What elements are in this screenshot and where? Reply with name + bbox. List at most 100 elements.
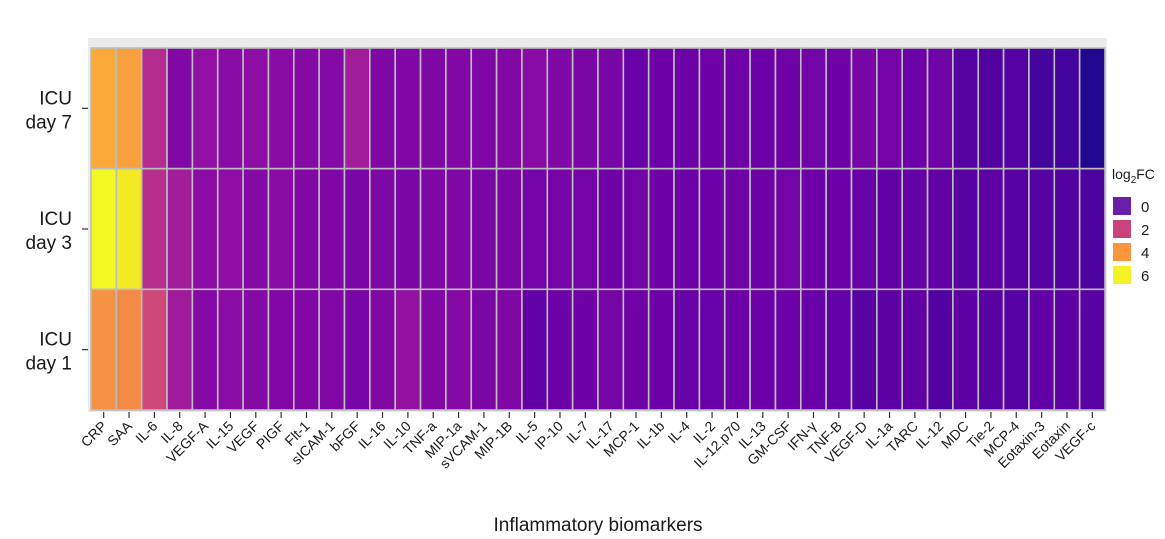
heatmap-cell (166, 167, 194, 291)
heatmap-cell (90, 47, 118, 170)
heatmap-cell (470, 288, 498, 411)
y-tick-label: ICU (39, 209, 72, 230)
heatmap-cell (267, 288, 295, 411)
heatmap-cell (749, 167, 777, 291)
heatmap-cell (216, 167, 244, 291)
legend: log2FC 0 2 4 6 (1112, 166, 1155, 285)
y-tick-label: day 3 (26, 233, 72, 254)
x-tick-label: IL-12 (912, 418, 946, 452)
heatmap-cell (495, 288, 523, 411)
heatmap-cell (292, 167, 320, 291)
y-tick-label: ICU (39, 88, 72, 109)
x-tick-label: IL-16 (355, 418, 389, 452)
heatmap-cell (115, 47, 143, 170)
heatmap-cell (647, 47, 675, 170)
heatmap-cell (1053, 167, 1081, 291)
heatmap-cell (723, 47, 751, 170)
heatmap-cell (926, 47, 954, 170)
y-tick-label: day 1 (26, 354, 72, 375)
heatmap-cell (647, 167, 675, 291)
heatmap-cell (419, 288, 447, 411)
heatmap-cell (369, 47, 397, 170)
x-tick-label: IL-6 (132, 418, 161, 447)
heatmap-cell (343, 47, 371, 170)
heatmap-cell (1002, 288, 1030, 411)
legend-swatch (1113, 266, 1131, 284)
heatmap-cell (470, 47, 498, 170)
heatmap-cell (546, 288, 574, 411)
heatmap-cell (977, 167, 1005, 291)
heatmap-cell (876, 288, 903, 411)
heatmap-cell (140, 288, 168, 411)
heatmap-cell (292, 288, 320, 411)
heatmap-cell (546, 47, 574, 170)
legend-label: 6 (1141, 268, 1149, 285)
heatmap-cell (90, 288, 118, 411)
heatmap-cell (445, 47, 473, 170)
heatmap-cell (673, 47, 701, 170)
heatmap-cell (952, 288, 980, 411)
heatmap-cell (723, 167, 751, 291)
heatmap-cell (191, 47, 219, 170)
heatmap-cell (774, 47, 802, 170)
heatmap-cell (394, 167, 422, 291)
heatmap-cell (292, 47, 320, 170)
x-tick-label: MDC (938, 418, 972, 452)
heatmap-cell (850, 47, 878, 170)
heatmap-cell (597, 47, 625, 170)
heatmap-cell (1078, 288, 1106, 411)
heatmap-cell (318, 288, 346, 411)
heatmap-cell (521, 288, 549, 411)
heatmap-cell (267, 47, 295, 170)
heatmap-cell (242, 288, 270, 411)
heatmap-cell (394, 47, 422, 170)
heatmap-cell (799, 47, 827, 170)
heatmap-cell (749, 47, 777, 170)
heatmap-cell (799, 288, 827, 411)
legend-label: 0 (1141, 199, 1149, 216)
heatmap-cell (419, 47, 447, 170)
heatmap-cell (698, 47, 726, 170)
heatmap-cell (673, 167, 701, 291)
heatmap-cell (876, 167, 903, 291)
heatmap-cell (470, 167, 498, 291)
heatmap-cell (90, 167, 118, 291)
heatmap-cell (140, 167, 168, 291)
heatmap-cell (242, 167, 270, 291)
x-tick-label: SAA (104, 417, 136, 449)
heatmap-cell (571, 167, 599, 291)
heatmap-cells (90, 47, 1106, 411)
heatmap-cell (216, 47, 244, 170)
heatmap-cell (521, 47, 549, 170)
heatmap-cell (343, 167, 371, 291)
heatmap-cell (571, 288, 599, 411)
heatmap-cell (622, 47, 650, 170)
heatmap-cell (343, 288, 371, 411)
heatmap-cell (774, 288, 802, 411)
heatmap-cell (698, 167, 726, 291)
heatmap-cell (1002, 47, 1030, 170)
heatmap-cell (774, 167, 802, 291)
heatmap-cell (140, 47, 168, 170)
heatmap-cell (318, 47, 346, 170)
heatmap-cell (977, 288, 1005, 411)
heatmap-cell (977, 47, 1005, 170)
heatmap-cell (1078, 167, 1106, 291)
heatmap-cell (622, 167, 650, 291)
y-tick-label: ICU (39, 330, 72, 351)
heatmap-cell (597, 288, 625, 411)
heatmap-cell (394, 288, 422, 411)
y-axis: ICU day 7 ICU day 3 ICU day 1 (26, 88, 88, 375)
x-tick-label: IL-4 (664, 418, 693, 447)
heatmap-cell (901, 167, 929, 291)
heatmap-cell (1053, 47, 1081, 170)
heatmap-cell (445, 167, 473, 291)
heatmap-cell (1028, 47, 1056, 170)
heatmap-cell (1028, 288, 1056, 411)
heatmap-cell (1002, 167, 1030, 291)
heatmap-cell (1028, 167, 1056, 291)
heatmap-cell (191, 288, 219, 411)
heatmap-cell (267, 167, 295, 291)
heatmap-cell (850, 288, 878, 411)
